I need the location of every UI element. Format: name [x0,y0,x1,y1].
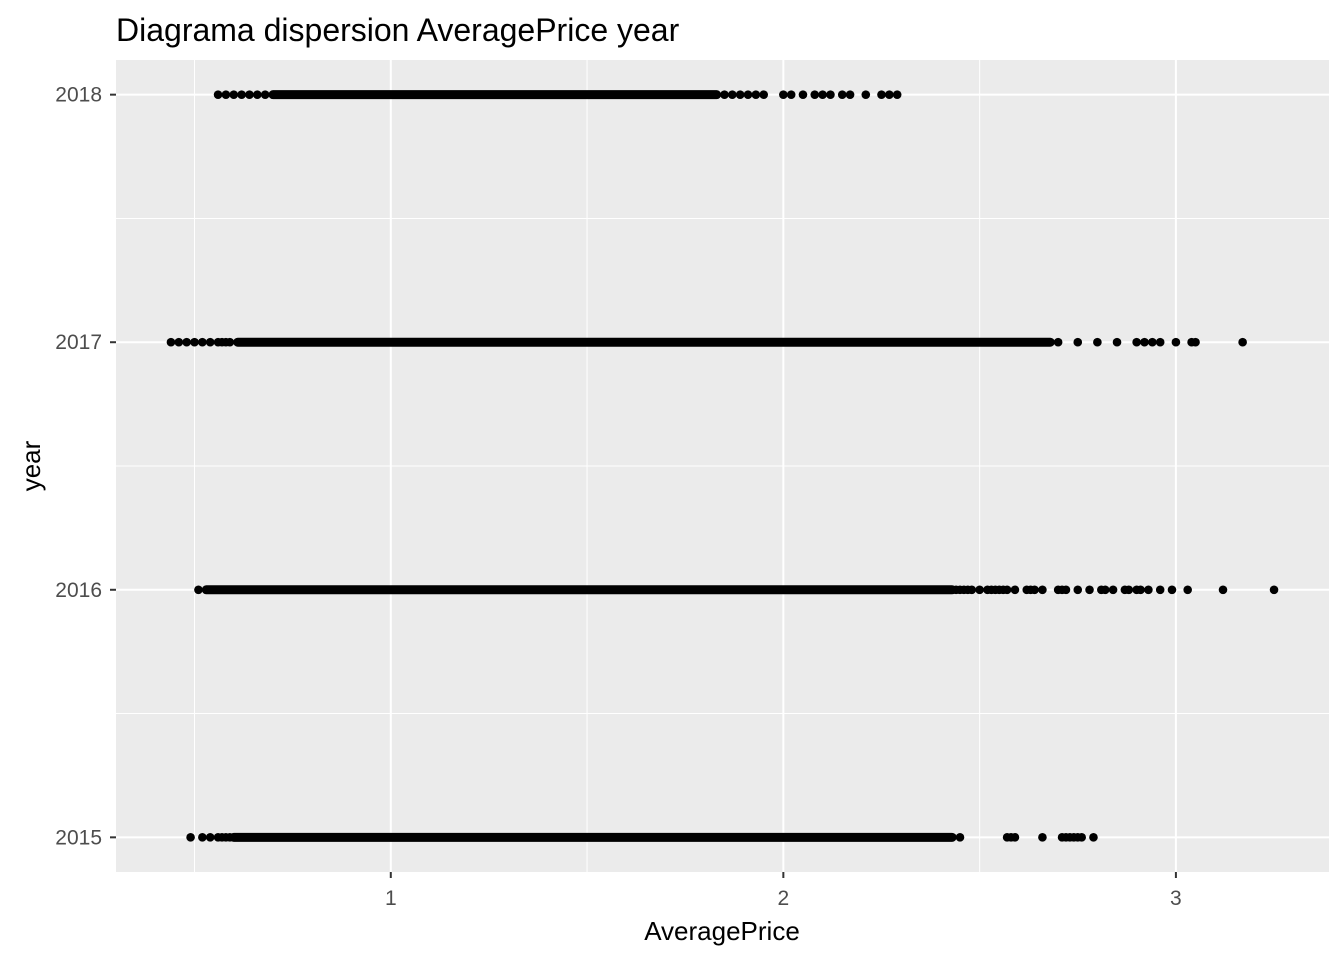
series-2016 [194,585,1279,595]
point-2015-17 [1077,833,1086,842]
series-2018 [213,90,902,100]
point-2017-21 [1238,337,1247,347]
point-2018-17 [818,90,827,99]
point-2015-18 [1089,833,1098,842]
point-2016-33 [1183,585,1192,595]
point-2016-17 [1038,585,1047,595]
point-2018-13 [779,90,788,99]
point-2017-17 [1155,337,1165,347]
point-2015-0 [186,833,195,842]
point-2018-0 [213,90,223,99]
point-2018-21 [861,90,871,99]
point-2017-3 [190,337,199,347]
point-2018-10 [743,90,753,99]
point-2016-16 [1030,585,1039,595]
y-axis-title: year [16,440,46,491]
y-axis: 2015 2016 2017 2018 [55,84,116,849]
point-2016-24 [1100,585,1110,595]
point-2017-0 [166,337,176,347]
point-2017-4 [198,337,207,347]
point-2018-16 [810,90,820,99]
point-2017-14 [1132,337,1141,347]
point-2018-4 [245,90,254,99]
point-2017-2 [182,337,191,347]
y-tick-label: 2016 [55,579,102,602]
point-2017-5 [205,337,215,347]
point-2018-3 [237,90,246,99]
point-2016-25 [1108,585,1118,595]
point-2015-6 [225,833,235,842]
point-2018-12 [759,90,769,99]
point-2018-6 [260,90,270,99]
point-2016-35 [1269,585,1279,595]
point-2018-11 [751,90,761,99]
grid-minor [116,60,1329,872]
point-2016-5 [967,585,977,595]
y-tick-label: 2018 [55,84,102,107]
point-2016-0 [194,585,203,595]
point-2016-21 [1073,585,1083,595]
point-2018-23 [885,90,894,99]
point-2015-10 [1010,833,1020,842]
point-2015-2 [205,833,215,842]
point-2018-19 [837,90,847,99]
point-2016-32 [1167,585,1177,595]
chart-title: Diagrama dispersion AveragePrice year [116,12,680,48]
point-2018-8 [728,90,737,99]
point-2017-12 [1093,337,1102,347]
y-tick-label: 2017 [55,331,102,354]
point-2017-11 [1073,337,1083,347]
x-tick-label: 1 [385,887,397,910]
point-2016-30 [1144,585,1153,595]
point-2018-20 [845,90,855,99]
x-axis: 1 2 3 [385,872,1182,910]
point-2016-27 [1124,585,1134,595]
point-2016-6 [975,585,984,595]
point-2018-5 [253,90,262,99]
point-2015-7 [955,833,965,842]
point-2018-1 [221,90,231,99]
point-2016-29 [1136,585,1145,595]
point-2017-16 [1148,337,1157,347]
point-2016-31 [1155,585,1165,595]
point-2016-20 [1061,585,1071,595]
x-tick-label: 3 [1170,887,1182,910]
point-2018-22 [877,90,886,99]
x-tick-label: 2 [778,887,790,910]
point-2018-15 [798,90,808,99]
point-2016-22 [1085,585,1094,595]
point-2018-18 [826,90,835,99]
data-points [166,90,1279,842]
point-2017-20 [1191,337,1200,347]
series-2017 [166,337,1247,347]
series-2015 [186,832,1098,842]
point-2016-12 [1002,585,1012,595]
point-2016-13 [1010,585,1020,595]
point-2018-2 [229,90,239,99]
point-2018-9 [735,90,745,99]
point-2017-13 [1112,337,1122,347]
point-2015-11 [1038,833,1047,842]
point-2018-14 [786,90,796,99]
point-2016-34 [1218,585,1228,595]
point-2017-9 [225,337,235,347]
y-tick-label: 2015 [55,826,102,849]
point-2017-18 [1171,337,1181,347]
point-2018-7 [720,90,729,99]
point-2015-1 [198,833,207,842]
point-2017-10 [1053,337,1063,347]
point-2018-24 [892,90,902,99]
point-2017-15 [1140,337,1149,347]
point-2017-1 [174,337,184,347]
x-axis-title: AveragePrice [644,916,800,946]
